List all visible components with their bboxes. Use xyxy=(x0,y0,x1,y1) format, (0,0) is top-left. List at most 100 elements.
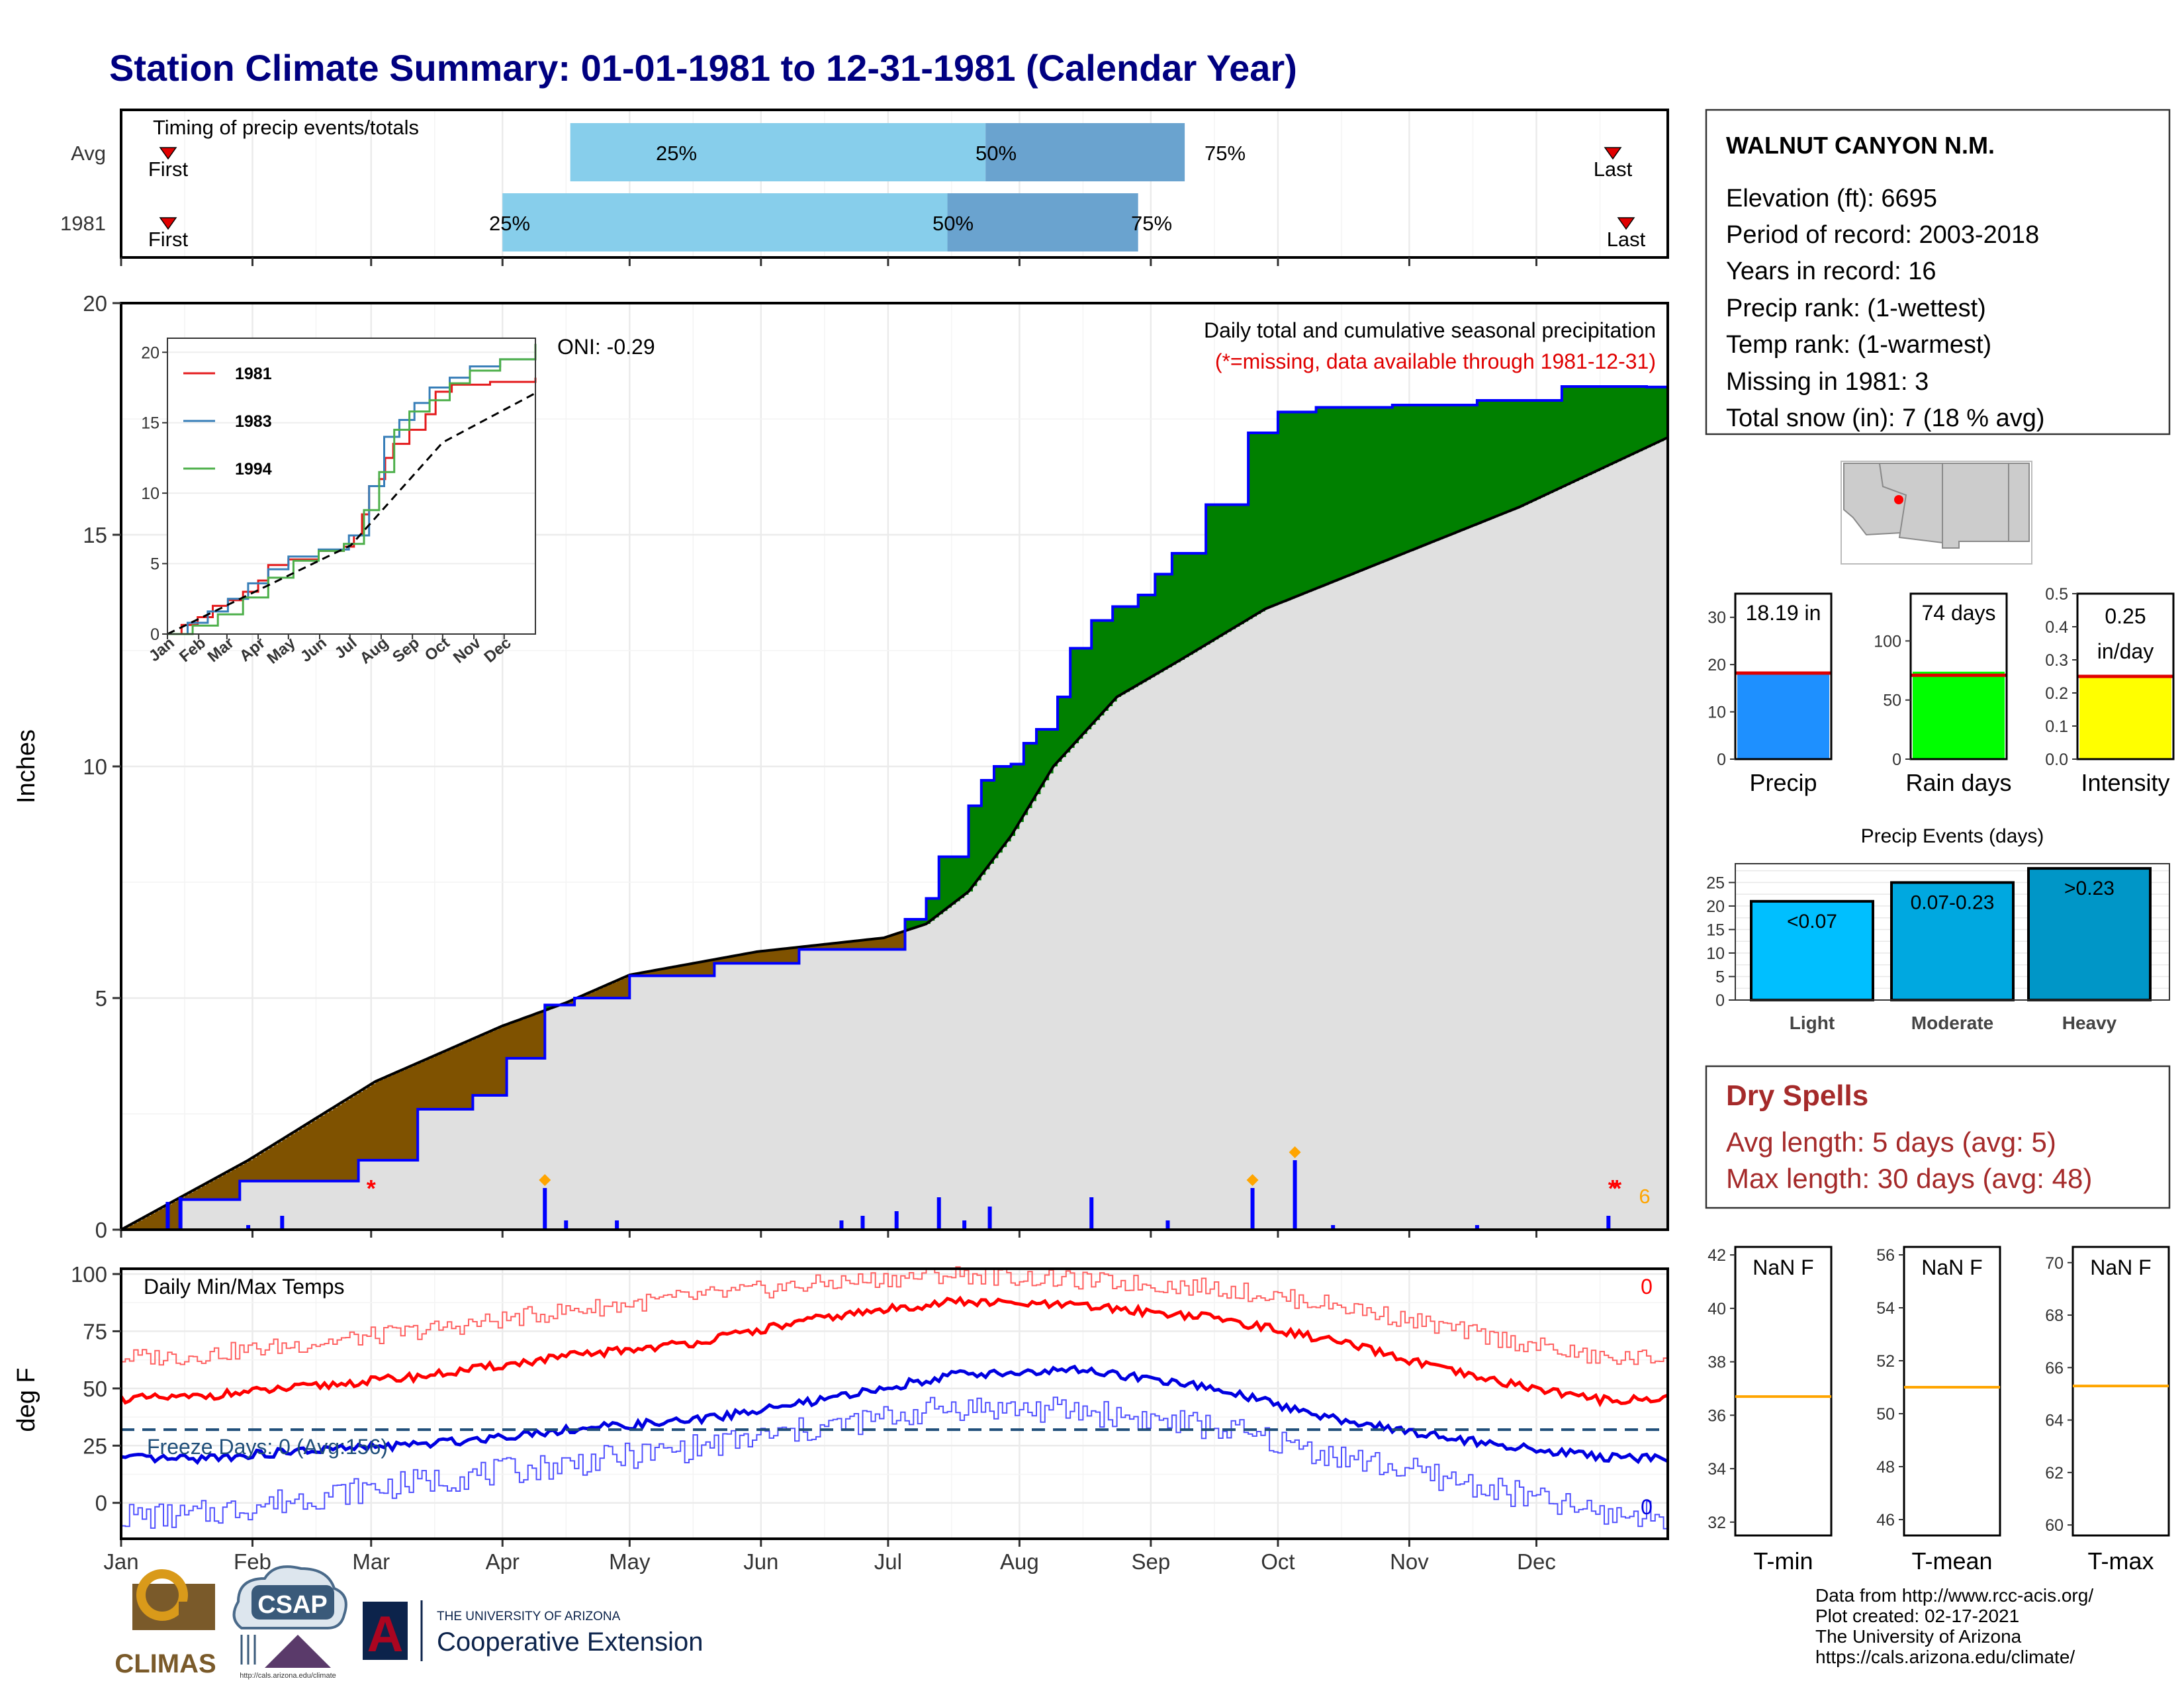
temp-box-tick-label: 52 xyxy=(1876,1352,1895,1371)
temp-box-name: T-max xyxy=(2087,1547,2154,1575)
station-location-dot xyxy=(1894,495,1903,504)
temp-box-name: T-mean xyxy=(1911,1547,1992,1575)
month-label: Nov xyxy=(1390,1549,1429,1574)
temp-y-tick-label: 50 xyxy=(83,1377,107,1401)
inset-y-tick-label: 0 xyxy=(150,625,159,644)
month-label: Aug xyxy=(1000,1549,1039,1574)
temperature-boxes: 32 34 36 38 40 42 NaN F T-min 46 48 50 52 54 56 NaN F T… xyxy=(1707,1246,2170,1575)
timing-year-first-marker xyxy=(159,217,177,230)
temp-box-tick-label: 62 xyxy=(2045,1464,2064,1483)
summary-bar-tick-label: 30 xyxy=(1707,609,1726,627)
temp-y-tick-label: 75 xyxy=(83,1319,107,1344)
precip-y-axis-label: Inches xyxy=(13,729,40,803)
events-y-tick-label: 15 xyxy=(1706,921,1725,939)
temp-box-value-label: NaN F xyxy=(1921,1256,1982,1279)
max-temp-line xyxy=(119,1295,1668,1408)
summary-bar-name: Intensity xyxy=(2081,769,2169,796)
summary-bars: 0 10 20 30 18.19 in Precip 0 50 100 74 days Rain d… xyxy=(1707,585,2175,796)
month-label: Jul xyxy=(874,1549,902,1574)
inset-y-tick-label: 5 xyxy=(150,555,159,574)
summary-bar-tick-label: 20 xyxy=(1707,656,1726,674)
timing-year-first: First xyxy=(148,228,189,251)
temp-box-frame xyxy=(2071,1246,2170,1537)
dry-spells-box: Dry Spells Avg length: 5 days (avg: 5) M… xyxy=(1705,1065,2171,1209)
temp-box-tick-label: 66 xyxy=(2045,1359,2064,1377)
precip-panel-label: Daily total and cumulative seasonal prec… xyxy=(1204,318,1656,342)
daily-precip-bar xyxy=(1331,1225,1336,1230)
temp-box-frame xyxy=(1734,1246,1833,1537)
extreme-precip-marker xyxy=(539,1174,551,1186)
events-bar xyxy=(2027,867,2152,1001)
timing-iqr-lower xyxy=(570,123,986,181)
events-y-tick-label: 0 xyxy=(1715,991,1725,1010)
dry-spells-title: Dry Spells xyxy=(1726,1079,1868,1112)
timing-avg-p25: 25% xyxy=(656,142,697,165)
temp-box-tick-label: 54 xyxy=(1876,1299,1895,1318)
surplus-area xyxy=(545,387,1668,1011)
timing-panel: Timing of precip events/totals Avg 1981 … xyxy=(60,109,1669,259)
temp-box-tick-label: 70 xyxy=(2045,1254,2064,1273)
events-y-tick-label: 5 xyxy=(1715,968,1725,986)
temp-box-tick-label: 32 xyxy=(1707,1514,1726,1532)
events-bar xyxy=(1890,881,2015,1002)
month-label: Feb xyxy=(234,1549,271,1574)
daily-precip-bar xyxy=(1165,1220,1170,1230)
precip-y-tick-label: 5 xyxy=(95,986,107,1011)
temp-box-tick-label: 34 xyxy=(1707,1460,1726,1479)
station-period: Period of record: 2003-2018 xyxy=(1726,221,2039,249)
temp-box-tick-label: 48 xyxy=(1876,1458,1895,1477)
summary-bar-tick-label: 100 xyxy=(1874,632,1901,651)
daily-precip-bar xyxy=(280,1216,285,1230)
timing-iqr-upper xyxy=(985,123,1185,181)
summary-bar-tick-label: 0 xyxy=(1892,751,1901,769)
missing-day-marker: * xyxy=(1612,1175,1621,1202)
temp-y-tick-label: 0 xyxy=(95,1491,107,1516)
temp-box-tick-label: 36 xyxy=(1707,1406,1726,1425)
temp-y-axis-label: deg F xyxy=(13,1367,40,1432)
temp-box-tick-label: 50 xyxy=(1876,1405,1895,1424)
max-temp-count: 0 xyxy=(1641,1275,1653,1299)
station-precip-rank: Precip rank: (1-wettest) xyxy=(1726,295,1986,322)
inset-y-tick-label: 15 xyxy=(141,414,159,433)
daily-precip-bar xyxy=(1089,1197,1094,1230)
timing-year-last: Last xyxy=(1607,228,1646,251)
dry-spells-avg: Avg length: 5 days (avg: 5) xyxy=(1726,1126,2056,1158)
timing-year-last-marker xyxy=(1617,217,1635,230)
daily-precip-bar xyxy=(839,1220,844,1230)
events-y-tick-label: 20 xyxy=(1706,897,1725,916)
inset-legend-label: 1983 xyxy=(235,412,272,431)
summary-bar-name: Rain days xyxy=(1905,769,2011,796)
daily-min-temp-thin xyxy=(121,1396,1668,1530)
timing-avg-p50: 50% xyxy=(976,142,1017,165)
inset-y-tick-label: 10 xyxy=(141,484,159,503)
summary-bar-value-label: 74 days xyxy=(1921,601,1995,625)
summary-bar-tick-label: 0.2 xyxy=(2045,684,2068,703)
daily-precip-bar xyxy=(615,1220,619,1230)
summary-bar-tick-label: 0.4 xyxy=(2045,618,2068,637)
daily-precip-bar xyxy=(1606,1216,1611,1230)
inset-legend-label: 1981 xyxy=(235,365,272,383)
timing-avg-last: Last xyxy=(1594,158,1633,181)
station-snow: Total snow (in): 7 (18 % avg) xyxy=(1726,404,2045,432)
month-label: Sep xyxy=(1132,1549,1171,1574)
temp-box-value-label: NaN F xyxy=(2090,1256,2151,1279)
station-missing: Missing in 1981: 3 xyxy=(1726,368,1929,396)
daily-precip-bar xyxy=(165,1202,170,1230)
csap-logo-url: http://cals.arizona.edu/climate xyxy=(240,1672,336,1680)
temp-panel: 0 25 50 75 100 Daily Min/Max Temps Freeze Da… xyxy=(13,1262,1669,1540)
timing-avg-first-marker xyxy=(159,147,177,160)
summary-bar-fill xyxy=(1737,673,1829,759)
page-title: Station Climate Summary: 01-01-1981 to 1… xyxy=(109,47,1297,89)
events-y-tick-label: 10 xyxy=(1706,944,1725,963)
precip-events-chart: Precip Events (days) <0.07 0.07-0.23 >0.23… xyxy=(1706,825,2170,1033)
temp-box-tick-label: 56 xyxy=(1876,1246,1895,1265)
ua-logo-letter: A xyxy=(367,1606,404,1663)
summary-bar-name: Precip xyxy=(1749,769,1817,796)
station-name: WALNUT CANYON N.M. xyxy=(1726,132,1995,159)
csap-logo: CSAP http://cals.arizona.edu/climate xyxy=(232,1565,347,1680)
month-label: Mar xyxy=(352,1549,390,1574)
temp-y-tick-label: 25 xyxy=(83,1434,107,1458)
daily-precip-bar xyxy=(987,1207,992,1230)
